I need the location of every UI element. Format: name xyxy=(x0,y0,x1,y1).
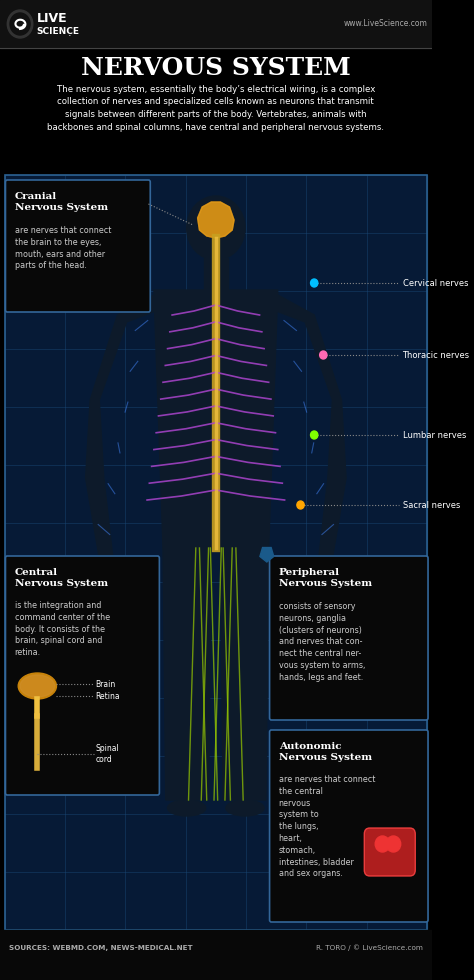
Bar xyxy=(204,258,228,290)
Bar xyxy=(0,0,432,48)
FancyBboxPatch shape xyxy=(365,828,415,876)
Text: Cervical nerves: Cervical nerves xyxy=(402,278,468,287)
Text: Brain: Brain xyxy=(96,679,116,689)
Text: consists of sensory
neurons, ganglia
(clusters of neurons)
and nerves that con-
: consists of sensory neurons, ganglia (cl… xyxy=(279,602,365,682)
Polygon shape xyxy=(198,202,234,238)
Polygon shape xyxy=(86,295,163,558)
Text: are nerves that connect
the brain to the eyes,
mouth, ears and other
parts of th: are nerves that connect the brain to the… xyxy=(15,226,111,270)
Text: Autonomic
Nervous System: Autonomic Nervous System xyxy=(279,742,372,762)
Text: SOURCES: WEBMD.COM, NEWS-MEDICAL.NET: SOURCES: WEBMD.COM, NEWS-MEDICAL.NET xyxy=(9,945,193,951)
Ellipse shape xyxy=(313,558,337,586)
Circle shape xyxy=(10,13,30,35)
FancyBboxPatch shape xyxy=(270,556,428,720)
Text: Retina: Retina xyxy=(96,692,120,701)
Text: is the integration and
command center of the
body. It consists of the
brain, spi: is the integration and command center of… xyxy=(15,601,109,658)
Text: SCIENCE: SCIENCE xyxy=(36,27,80,36)
Circle shape xyxy=(310,431,318,439)
Polygon shape xyxy=(154,290,278,548)
Ellipse shape xyxy=(168,800,206,816)
Circle shape xyxy=(7,10,33,38)
Ellipse shape xyxy=(20,675,55,697)
Text: Sacral nerves: Sacral nerves xyxy=(402,501,460,510)
FancyBboxPatch shape xyxy=(270,730,428,922)
FancyBboxPatch shape xyxy=(6,556,159,795)
Ellipse shape xyxy=(95,558,118,586)
Ellipse shape xyxy=(226,800,264,816)
Bar xyxy=(5,175,427,930)
Text: NERVOUS SYSTEM: NERVOUS SYSTEM xyxy=(81,56,351,80)
Text: R. TORO / © LiveScience.com: R. TORO / © LiveScience.com xyxy=(316,945,422,952)
Circle shape xyxy=(386,836,401,852)
Circle shape xyxy=(319,351,327,359)
Circle shape xyxy=(297,501,304,509)
Polygon shape xyxy=(163,548,211,800)
Text: Peripheral
Nervous System: Peripheral Nervous System xyxy=(279,568,372,588)
Text: Thoracic nerves: Thoracic nerves xyxy=(402,351,470,360)
Text: Cranial
Nervous System: Cranial Nervous System xyxy=(15,192,108,212)
Circle shape xyxy=(375,836,390,852)
Ellipse shape xyxy=(18,673,56,699)
Text: The nervous system, essentially the body’s electrical wiring, is a complex
colle: The nervous system, essentially the body… xyxy=(47,85,384,131)
Text: www.LiveScience.com: www.LiveScience.com xyxy=(344,20,428,28)
Polygon shape xyxy=(269,295,346,558)
Polygon shape xyxy=(198,202,234,238)
Text: .: . xyxy=(67,28,71,38)
Text: are nerves that connect
the central
nervous
system to
the lungs,
heart,
stomach,: are nerves that connect the central nerv… xyxy=(279,775,375,878)
Text: Central
Nervous System: Central Nervous System xyxy=(15,568,108,588)
Circle shape xyxy=(187,196,245,260)
Text: LIVE: LIVE xyxy=(36,12,67,24)
Text: Spinal
cord: Spinal cord xyxy=(96,744,119,763)
Circle shape xyxy=(310,279,318,287)
FancyBboxPatch shape xyxy=(6,180,150,312)
Text: Lumbar nerves: Lumbar nerves xyxy=(402,430,466,439)
Bar xyxy=(0,930,432,980)
Bar xyxy=(5,175,427,930)
Polygon shape xyxy=(220,548,269,800)
